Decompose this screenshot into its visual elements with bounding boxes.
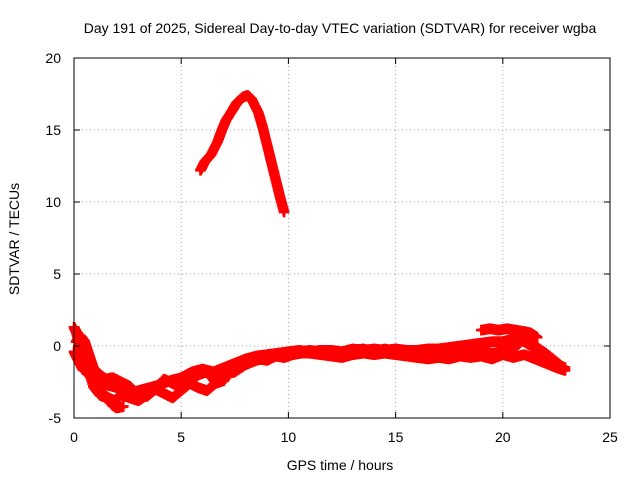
y-tick-label: 0 <box>53 338 61 354</box>
x-axis-label: GPS time / hours <box>287 457 394 473</box>
x-tick-label: 10 <box>281 429 297 445</box>
x-tick-label: 5 <box>177 429 185 445</box>
y-tick-label: 10 <box>45 194 61 210</box>
axis-ticks: 0 5 10 15 20 25 -5 0 5 10 15 20 <box>45 50 618 445</box>
plot-frame <box>73 57 611 419</box>
x-tick-label: 20 <box>495 429 511 445</box>
y-axis-label: SDTVAR / TECUs <box>6 183 22 295</box>
series-arc-high <box>195 90 290 218</box>
series-track-e <box>476 323 543 343</box>
data-point <box>118 401 129 412</box>
x-tick-label: 0 <box>70 429 78 445</box>
y-tick-label: -5 <box>49 410 62 426</box>
chart-title: Day 191 of 2025, Sidereal Day-to-day VTE… <box>84 20 597 36</box>
grid-lines <box>74 58 610 418</box>
x-tick-label: 15 <box>388 429 404 445</box>
data-series <box>68 90 571 414</box>
series-track-d <box>72 340 129 414</box>
series-track-c <box>68 346 571 407</box>
data-point <box>531 332 543 343</box>
x-tick-label: 25 <box>602 429 618 445</box>
data-point <box>278 206 290 218</box>
y-tick-label: 20 <box>45 50 61 66</box>
y-tick-label: 15 <box>45 122 61 138</box>
y-tick-label: 5 <box>53 266 61 282</box>
data-point <box>559 365 571 376</box>
